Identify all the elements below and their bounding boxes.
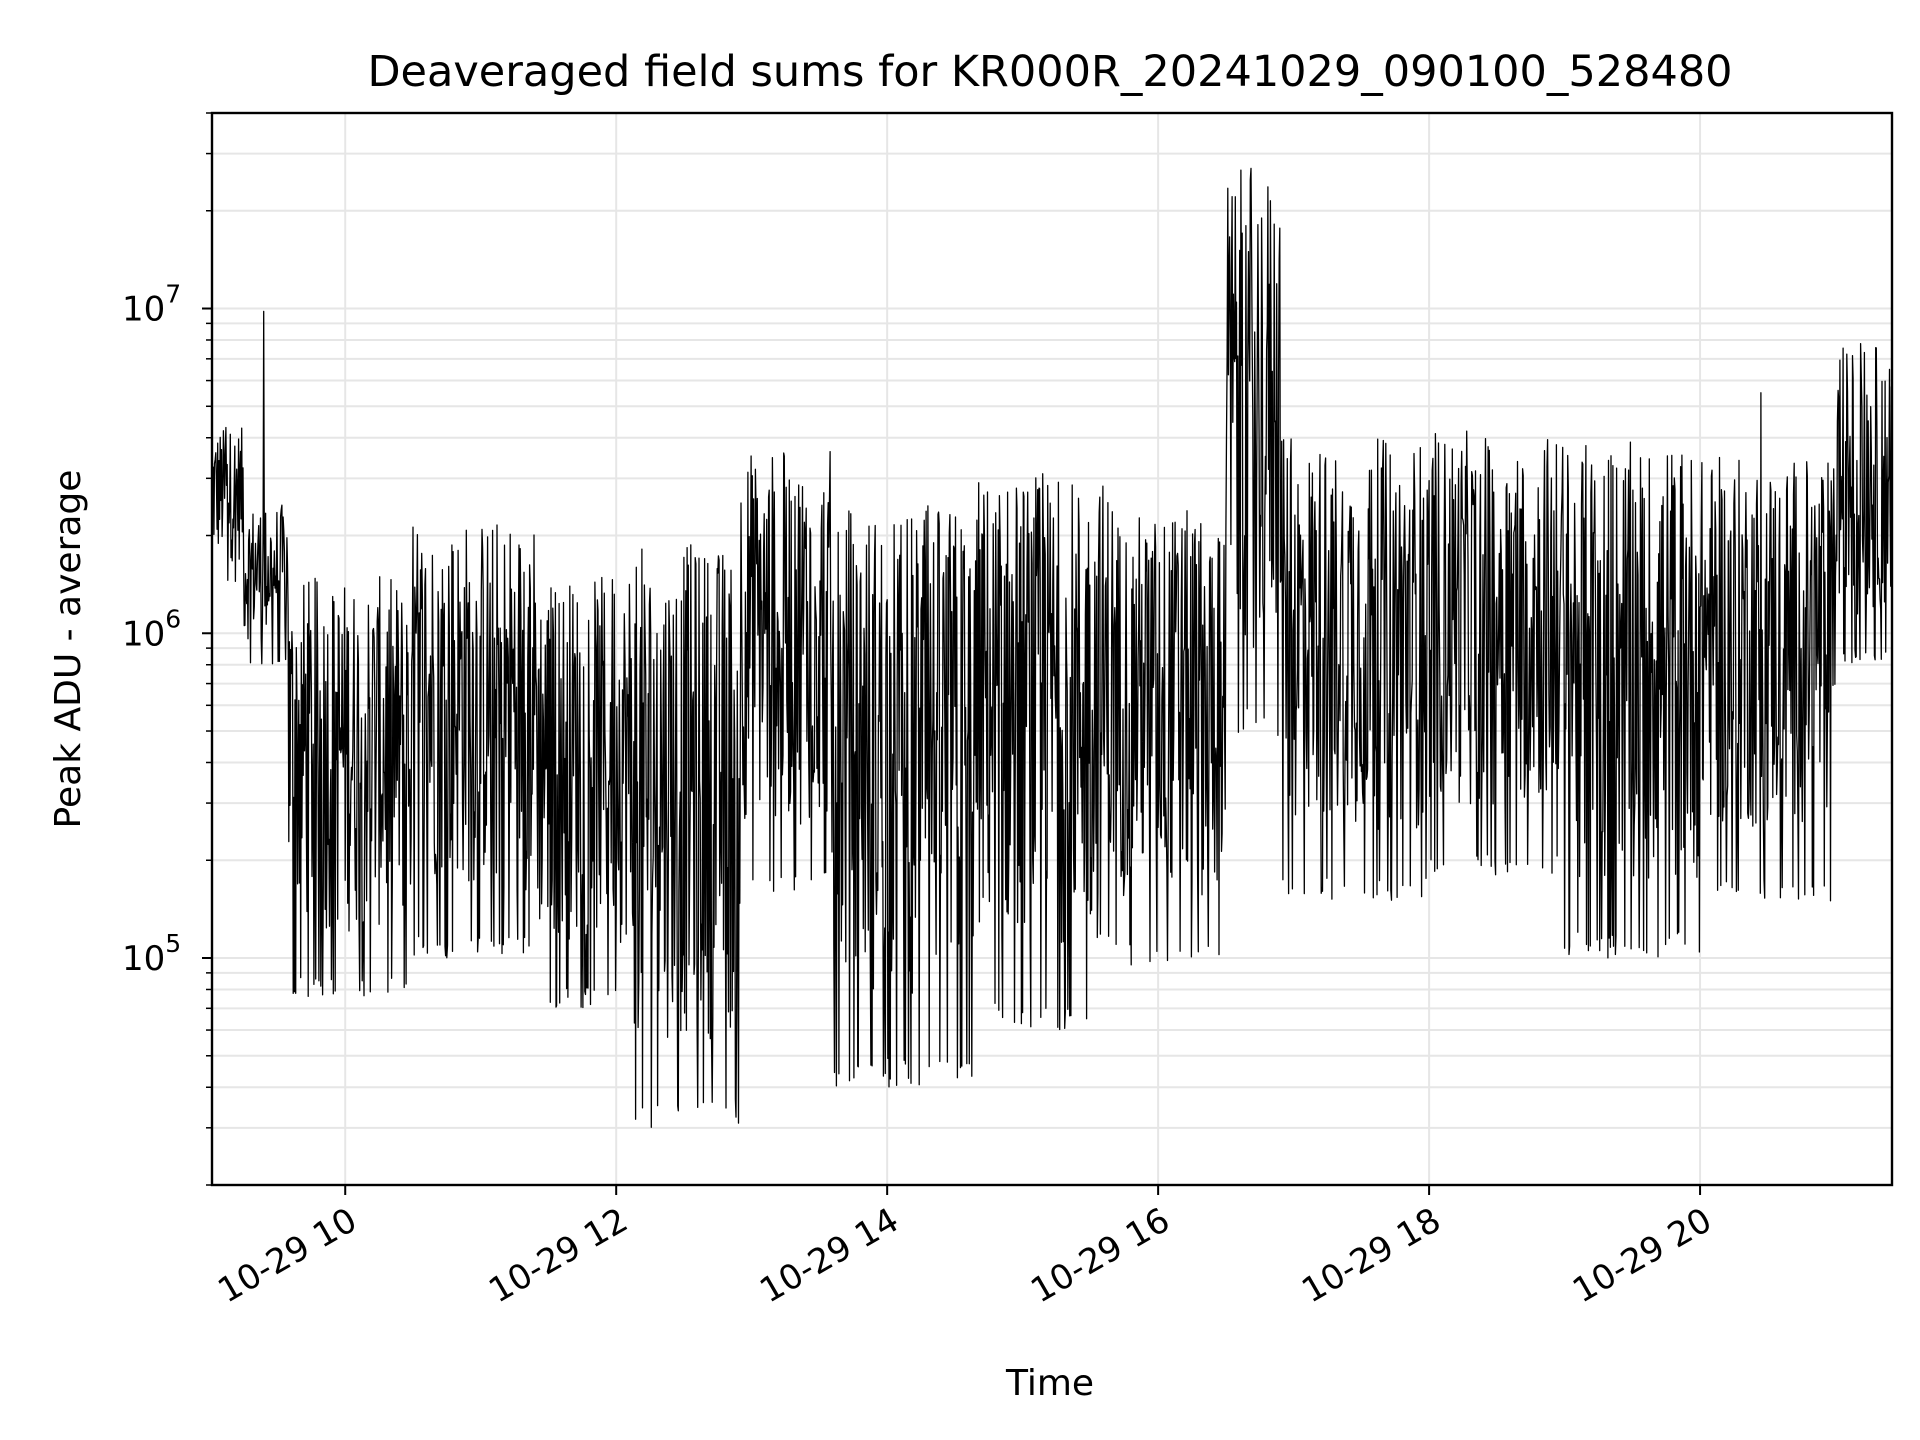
y-tick-label: 107: [122, 280, 181, 330]
plot-frame: [210, 111, 1894, 1187]
y-tick-exponent: 5: [165, 929, 181, 958]
y-tick-exponent: 6: [165, 604, 181, 633]
x-tick-label: 10-29 16: [1024, 1200, 1176, 1311]
y-tick-exponent: 7: [165, 280, 181, 309]
series-line: [211, 167, 1893, 1128]
x-tick-label: 10-29 12: [482, 1200, 634, 1311]
x-tick-label: 10-29 20: [1566, 1200, 1718, 1311]
series-layer: [211, 167, 1893, 1128]
chart-title: Deaveraged field sums for KR000R_2024102…: [367, 47, 1732, 97]
y-tick-label: 106: [122, 604, 181, 654]
x-tick-label: 10-29 18: [1295, 1200, 1447, 1311]
x-tick-label: 10-29 10: [211, 1200, 363, 1311]
x-tick-label: 10-29 14: [753, 1200, 905, 1311]
y-axis-label: Peak ADU - average: [48, 470, 89, 829]
x-axis-label: Time: [1005, 1363, 1094, 1404]
y-tick-label: 105: [122, 929, 181, 979]
